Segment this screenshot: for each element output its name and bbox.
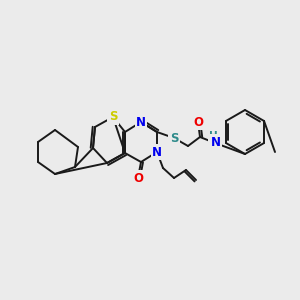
Text: S: S (170, 131, 178, 145)
Text: S: S (109, 110, 117, 124)
Text: N: N (152, 146, 162, 158)
Text: N: N (211, 136, 221, 148)
Text: O: O (193, 116, 203, 128)
Text: O: O (133, 172, 143, 184)
Text: N: N (136, 116, 146, 128)
Text: H: H (208, 131, 217, 141)
